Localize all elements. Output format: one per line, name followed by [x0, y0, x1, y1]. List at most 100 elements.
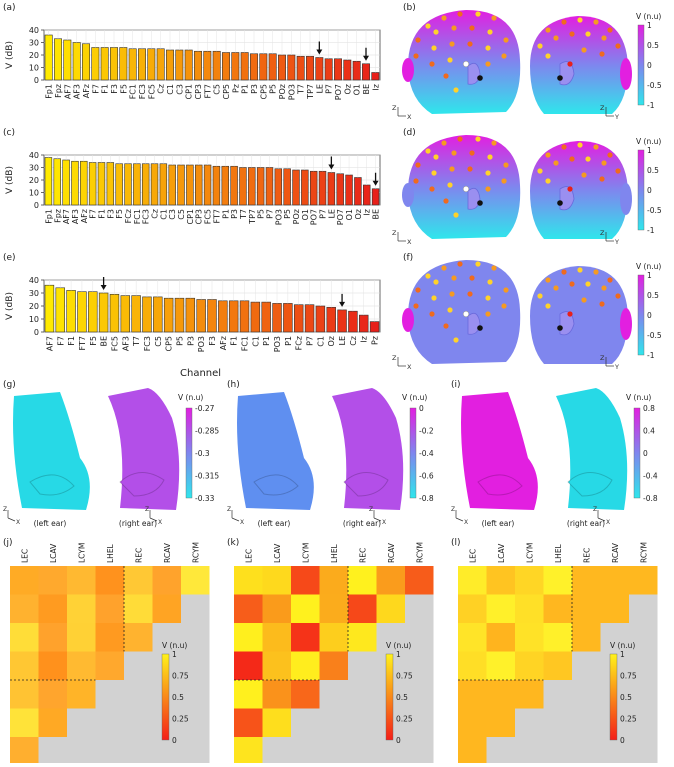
axis-triad-line	[455, 517, 464, 522]
axis-triad-z: Z	[3, 506, 7, 513]
y-tick-label: 30	[29, 289, 39, 298]
colorbar-tick-label: -0.5	[647, 206, 662, 215]
electrode-dot	[475, 136, 481, 142]
panel-e: (e) 0 10 20 30 40 V (dB) AF7 F7 F1 FT7 F5 BE FC5 AF3 T…	[0, 250, 385, 382]
electrode-dot	[545, 178, 551, 184]
heatmap-cell	[67, 566, 96, 595]
bar	[327, 172, 336, 206]
electrode-dot	[607, 152, 613, 158]
heatmap-cell	[262, 680, 291, 709]
arrow-marker-head	[339, 301, 346, 307]
x-tick-label: POz	[292, 209, 301, 224]
electrode-dot	[453, 212, 459, 218]
bar	[141, 163, 150, 206]
electrode-dot	[615, 293, 621, 299]
bar	[194, 50, 202, 81]
bar	[196, 299, 206, 333]
heatmap-cell	[124, 566, 153, 595]
electrode-dot	[451, 150, 457, 156]
electrode-dot	[599, 176, 605, 182]
colorbar	[409, 407, 417, 499]
colorbar-title: V (n.u)	[386, 641, 411, 650]
bar	[212, 165, 221, 206]
x-tick-label: PO3	[287, 84, 296, 100]
bar	[156, 48, 165, 81]
y-tick-label: 10	[29, 64, 39, 73]
x-tick-label: P7	[306, 336, 315, 346]
panel-label-d: (d)	[403, 128, 416, 138]
y-tick-label: 40	[29, 26, 39, 35]
electrode-dot	[449, 166, 455, 172]
axis-triad-x: X	[407, 363, 412, 371]
head-view-b: V (n.u)1 0.5 0 -0.5 -1 Z X Z Y	[392, 10, 662, 121]
axis-triad-x: X	[606, 519, 610, 526]
axis-triad-x: X	[382, 519, 386, 526]
arrow-marker-head	[363, 55, 369, 61]
heatmap-cell	[234, 594, 263, 623]
bar	[110, 47, 118, 81]
bar	[138, 48, 146, 81]
electrode-black	[477, 325, 483, 331]
electrode-dot	[537, 293, 543, 299]
x-tick-label: LE	[327, 209, 336, 219]
axis-triad-z: Z	[227, 506, 231, 513]
ear-shape	[559, 61, 575, 86]
column-label: RCYM	[191, 542, 200, 563]
bar	[348, 310, 358, 333]
colorbar-tick-label: 0.25	[620, 715, 637, 724]
heatmap-cell	[262, 594, 291, 623]
bar	[369, 321, 380, 333]
bar	[82, 43, 90, 81]
x-tick-label: F1	[67, 336, 76, 346]
head-right-side-shade	[620, 308, 632, 340]
electrode-dot	[491, 15, 497, 21]
x-tick-label: T7	[297, 84, 306, 95]
bar	[174, 297, 185, 333]
colorbar-tick-label: 0.25	[172, 715, 189, 724]
electrode-dot	[469, 25, 475, 31]
x-tick-label: C3	[168, 209, 177, 220]
electrode-dot	[545, 27, 551, 33]
ear-shape	[467, 312, 481, 335]
electrode-dot	[569, 281, 575, 287]
panel-label-a: (a)	[3, 3, 16, 13]
bar	[336, 173, 344, 206]
column-label: LHEL	[554, 543, 563, 563]
electrode-dot	[415, 287, 421, 293]
electrode-dot	[503, 287, 509, 293]
x-tick-label: TP7	[306, 84, 315, 100]
y-tick-label: 30	[29, 39, 39, 48]
x-tick-label: PO7	[336, 209, 345, 225]
colorbar-tick-label: -0.27	[195, 404, 215, 413]
heatmap-k: LECLCAVLCYMLHELRECRCAVRCYMRHELRCYMRCAVRE…	[234, 542, 472, 766]
electrode-dot	[585, 31, 591, 37]
bar	[44, 34, 53, 81]
electrode-dot	[581, 47, 587, 53]
electrode-dot	[607, 27, 613, 33]
x-tick-label: F5	[119, 84, 128, 94]
colorbar-tick-label: -0.5	[647, 81, 662, 90]
heatmap-cell	[515, 566, 544, 595]
heatmap-cell	[319, 594, 348, 623]
heatmap-cell	[262, 623, 291, 652]
x-tick-label: AFz	[82, 84, 91, 98]
column-label: LCYM	[301, 543, 310, 563]
electrode-dot	[467, 166, 473, 172]
bar	[184, 49, 193, 81]
axis-triad-z: Z	[600, 354, 605, 362]
x-tick-label: FT7	[203, 84, 212, 98]
x-tick-label: F5	[115, 209, 124, 219]
colorbar-title: V (n.u)	[626, 393, 651, 402]
electrode-dot	[485, 186, 491, 192]
x-tick-label: P5	[283, 209, 292, 219]
heatmap-cell	[458, 708, 487, 737]
x-tick-label: P5	[269, 84, 278, 94]
colorbar-tick-label: 1	[647, 146, 652, 155]
electrode-dot	[599, 51, 605, 57]
bar	[98, 292, 109, 333]
bar	[124, 163, 132, 206]
bar	[293, 304, 304, 333]
y-tick-label: 20	[29, 176, 39, 185]
axis-triad-z: Z	[145, 506, 149, 513]
left-ear-shape	[13, 392, 90, 510]
